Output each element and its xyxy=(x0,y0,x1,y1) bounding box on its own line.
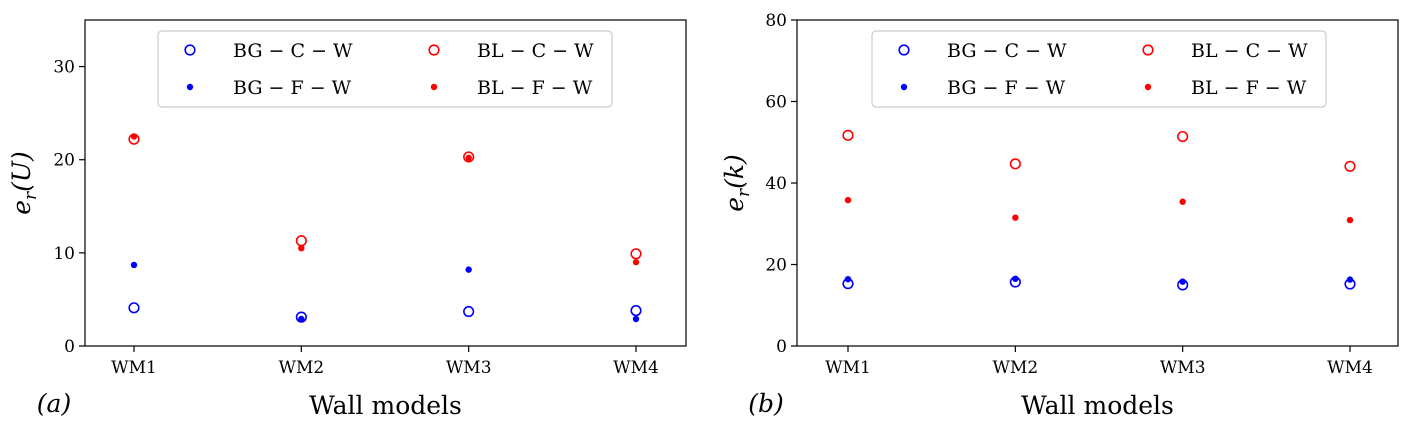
x-tick-label: WM2 xyxy=(992,358,1038,378)
data-point xyxy=(128,302,140,314)
legend-marker xyxy=(184,44,196,56)
y-tick-label: 60 xyxy=(765,93,787,113)
panel-label: (b) xyxy=(748,389,784,418)
data-point xyxy=(130,261,138,269)
legend-marker xyxy=(900,83,908,91)
panel-label: (a) xyxy=(37,389,71,418)
plot-frame xyxy=(84,19,687,347)
legend-label: BL − F − W xyxy=(477,77,593,99)
data-point xyxy=(463,151,475,163)
legend-label: BL − F − W xyxy=(1191,77,1307,99)
x-tick-label: WM2 xyxy=(278,358,324,378)
legend-label: BG − F − W xyxy=(233,77,352,99)
legend-label: BG − C − W xyxy=(233,40,353,62)
y-axis-label: er(U) xyxy=(7,151,41,215)
y-tick-label: 30 xyxy=(53,58,75,78)
data-point xyxy=(1346,216,1354,224)
legend-marker xyxy=(898,44,910,56)
legend-label: BL − C − W xyxy=(477,40,594,62)
data-point xyxy=(632,258,640,266)
series xyxy=(130,261,640,323)
legend: BG − C − W BL − C − W BG − F − W BL − F − W xyxy=(157,30,613,108)
legend-frame xyxy=(871,30,1327,108)
series xyxy=(844,196,1354,224)
x-tick-label: WM1 xyxy=(825,358,871,378)
data-point xyxy=(130,133,138,140)
data-point xyxy=(298,315,305,323)
series xyxy=(128,302,642,323)
legend-marker xyxy=(428,44,440,56)
panel-b: 0 20 40 60 80 WM1 WM2 WM3 WM4 Wall models er(k) (b)… xyxy=(720,11,1399,420)
series xyxy=(128,133,642,260)
data-point xyxy=(298,245,305,252)
x-tick-label: WM4 xyxy=(1327,358,1373,378)
data-point xyxy=(465,154,472,162)
data-point xyxy=(1344,160,1356,172)
legend: BG − C − W BL − C − W BG − F − W BL − F − W xyxy=(871,30,1327,108)
legend-label: BL − C − W xyxy=(1191,40,1308,62)
x-axis-label: Wall models xyxy=(309,391,462,420)
x-tick-label: WM4 xyxy=(613,358,659,378)
data-point xyxy=(295,235,307,247)
x-tick-label: WM3 xyxy=(446,358,492,378)
y-tick-label: 0 xyxy=(776,337,787,357)
data-point xyxy=(1346,276,1354,283)
data-point xyxy=(1012,275,1019,282)
legend-marker xyxy=(430,83,438,91)
x-tick-label: WM3 xyxy=(1160,358,1206,378)
data-point xyxy=(1177,130,1189,143)
data-point xyxy=(465,266,472,273)
data-point xyxy=(844,275,852,283)
legend-marker xyxy=(1144,83,1152,91)
x-tick-label: WM1 xyxy=(111,358,157,378)
series xyxy=(842,276,1356,291)
legend-marker xyxy=(186,83,194,91)
series xyxy=(844,275,1354,285)
data-point xyxy=(463,305,475,318)
data-point xyxy=(630,305,642,317)
data-point xyxy=(1009,158,1021,170)
data-point xyxy=(1012,214,1019,221)
y-tick-label: 80 xyxy=(765,11,787,31)
data-point xyxy=(1179,278,1186,285)
series xyxy=(130,133,640,266)
x-axis-label: Wall models xyxy=(1021,391,1174,420)
y-tick-label: 10 xyxy=(53,244,75,264)
data-point xyxy=(844,196,852,204)
legend-label: BG − C − W xyxy=(947,40,1067,62)
y-tick-label: 20 xyxy=(53,151,75,171)
data-point xyxy=(630,248,642,260)
y-tick-label: 20 xyxy=(765,256,787,276)
panel-a: 0 10 20 30 WM1 WM2 WM3 WM4 Wall models er(U) (a) BG… xyxy=(7,19,687,420)
data-point xyxy=(1179,198,1186,205)
legend-marker xyxy=(1142,44,1154,56)
series xyxy=(842,129,1356,172)
legend-frame xyxy=(157,30,613,108)
y-axis-label: er(k) xyxy=(720,154,754,212)
data-point xyxy=(632,315,640,323)
y-tick-label: 40 xyxy=(765,174,787,194)
legend-label: BG − F − W xyxy=(947,77,1066,99)
data-point xyxy=(842,129,854,141)
y-tick-label: 0 xyxy=(64,337,75,357)
